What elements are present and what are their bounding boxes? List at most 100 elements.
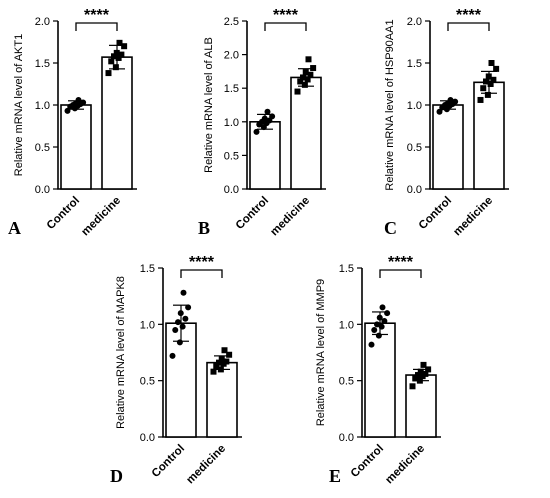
data-point-medicine: [213, 363, 220, 370]
y-tick-label: 2.5: [224, 16, 239, 28]
y-tick-label: 1.0: [339, 319, 354, 331]
data-point-medicine: [210, 368, 217, 375]
y-tick-label: 1.5: [224, 83, 239, 95]
panel-akt1: 0.0 0.5 1.0 1.5 2.0 Relative mRNA level of AK…: [8, 7, 137, 238]
data-point-medicine: [490, 76, 497, 83]
data-point-medicine: [111, 53, 117, 60]
y-tick-label: 1.0: [35, 100, 50, 112]
bar-medicine: [206, 361, 238, 438]
data-point-control: [371, 326, 378, 333]
data-point-medicine: [116, 39, 123, 46]
data-point-control: [447, 96, 454, 103]
data-point-control: [384, 310, 391, 317]
data-point-control: [376, 314, 383, 321]
data-point-control: [261, 115, 268, 122]
data-point-control: [179, 323, 186, 330]
data-point-control: [177, 310, 184, 317]
data-point-control: [264, 108, 271, 115]
y-tick-label: 2.0: [224, 50, 239, 62]
data-point-medicine: [305, 56, 312, 63]
significance-bracket: [379, 269, 422, 278]
data-point-control: [375, 332, 382, 339]
x-tick-label: medicine: [451, 195, 495, 239]
significance-label: ****: [456, 7, 482, 24]
data-point-medicine: [416, 377, 423, 384]
significance-bracket: [180, 269, 223, 278]
data-point-control: [185, 304, 192, 311]
y-tick-label: 1.5: [339, 263, 354, 275]
significance-bracket: [264, 22, 307, 31]
x-tick-label: Control: [417, 195, 454, 232]
data-point-medicine: [483, 78, 489, 85]
data-point-medicine: [216, 359, 222, 366]
x-tick-label: medicine: [184, 443, 228, 487]
data-point-medicine: [425, 366, 432, 373]
data-point-medicine: [112, 64, 119, 71]
y-tick-label: 1.0: [140, 319, 155, 331]
y-tick-label: 1.5: [407, 58, 422, 70]
y-axis-label: Relative mRNA level of ALB: [203, 37, 215, 173]
significance-bracket: [447, 22, 490, 31]
data-point-control: [381, 317, 388, 324]
panel-mapk8: 0.0 0.5 1.0 1.5 Relative mRNA level of MAPK8…: [110, 254, 242, 486]
data-point-medicine: [409, 383, 416, 390]
data-point-medicine: [487, 81, 494, 87]
data-point-control: [452, 98, 459, 105]
panel-letter: C: [384, 218, 397, 238]
panel-letter: D: [110, 466, 123, 486]
y-axis-label: Relative mRNA level of HSP90AA1: [384, 19, 396, 190]
y-tick-label: 0.0: [339, 432, 354, 444]
data-point-control: [175, 319, 181, 326]
data-point-medicine: [221, 347, 228, 354]
y-tick-label: 1.5: [35, 58, 50, 70]
data-point-medicine: [493, 65, 500, 72]
data-point-medicine: [412, 375, 419, 382]
data-point-control: [75, 96, 82, 103]
data-point-medicine: [226, 351, 233, 358]
significance-bracket: [75, 22, 118, 31]
panel-alb: 0.0 0.5 1.0 1.5 2.0 2.5 Relative mRNA level of…: [198, 7, 326, 238]
data-point-control: [269, 113, 276, 120]
data-point-medicine: [484, 91, 491, 98]
data-point-medicine: [301, 81, 308, 88]
y-tick-label: 0.5: [140, 376, 155, 388]
x-tick-label: Control: [349, 443, 386, 480]
panel-letter: A: [8, 218, 21, 238]
y-tick-label: 0.5: [339, 376, 354, 388]
x-tick-label: medicine: [79, 195, 123, 239]
significance-label: ****: [273, 7, 299, 24]
data-point-control: [378, 323, 385, 330]
y-tick-label: 1.0: [224, 117, 239, 129]
panel-hsp90aa1: 0.0 0.5 1.0 1.5 2.0 Relative mRNA level of HS…: [384, 7, 509, 238]
x-tick-label: Control: [150, 443, 187, 480]
data-point-medicine: [488, 60, 495, 66]
data-point-control: [180, 289, 187, 296]
panel-letter: B: [198, 218, 210, 238]
data-point-control: [253, 128, 260, 135]
data-point-medicine: [485, 73, 492, 80]
data-point-medicine: [480, 85, 487, 92]
data-point-medicine: [477, 96, 484, 103]
data-point-medicine: [115, 54, 122, 61]
data-point-medicine: [420, 361, 427, 368]
y-axis-label: Relative mRNA level of MAPK8: [115, 276, 127, 429]
y-tick-label: 0.0: [35, 184, 50, 196]
y-tick-label: 0.0: [140, 432, 155, 444]
y-axis-label: Relative mRNA level of MMP9: [315, 279, 327, 426]
bar-medicine: [101, 56, 133, 190]
data-point-medicine: [422, 370, 429, 377]
bar-control: [364, 322, 396, 438]
data-point-control: [182, 315, 189, 322]
data-point-control: [169, 352, 176, 359]
data-point-medicine: [415, 372, 421, 379]
data-point-control: [374, 321, 380, 328]
data-point-control: [80, 99, 87, 106]
data-point-medicine: [302, 69, 309, 76]
x-tick-label: Control: [234, 195, 271, 232]
data-point-medicine: [297, 78, 304, 85]
bar-control: [60, 104, 92, 190]
data-point-medicine: [310, 65, 317, 72]
panel-letter: E: [329, 466, 341, 486]
data-point-medicine: [223, 358, 230, 365]
